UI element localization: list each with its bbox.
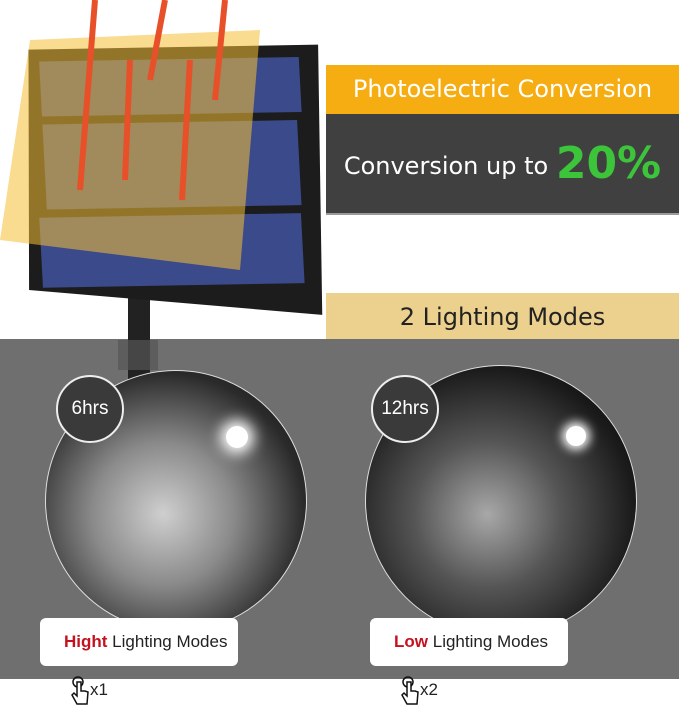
conversion-value: 20%	[555, 138, 662, 189]
photoelectric-conversion-title: Photoelectric Conversion	[326, 65, 679, 114]
mode-label: Lighting Modes	[432, 632, 549, 651]
hand-press-icon	[71, 675, 89, 705]
low-mode-label: Low Lighting Modes x2	[370, 618, 568, 705]
lamp-icon	[566, 426, 586, 446]
hand-press-icon	[401, 675, 419, 705]
lighting-modes-title: 2 Lighting Modes	[326, 293, 679, 339]
mode-name: Hight	[64, 632, 108, 651]
solar-panel-illustration	[0, 0, 323, 380]
press-count: x1	[90, 680, 108, 699]
conversion-rate: Conversion up to 20%	[326, 114, 679, 215]
lamp-icon	[226, 426, 248, 448]
high-mode-label: Hight Lighting Modes x1	[40, 618, 238, 705]
conversion-text: Conversion up to	[343, 152, 549, 180]
press-count: x2	[420, 680, 438, 699]
mode-label: Lighting Modes	[112, 632, 228, 651]
duration-badge-high: 6hrs	[56, 375, 124, 443]
duration-badge-low: 12hrs	[371, 375, 439, 443]
mode-name: Low	[394, 632, 428, 651]
